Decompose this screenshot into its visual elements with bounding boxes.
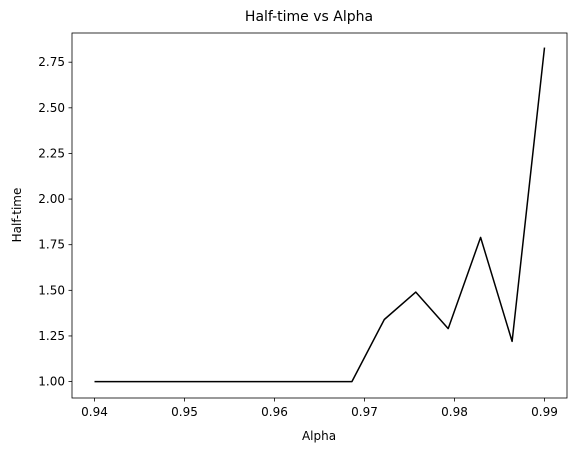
y-axis-label: Half-time [10,188,24,243]
y-tick-label: 1.75 [38,238,65,252]
y-axis-ticks: 1.00 1.25 1.50 1.75 2.00 2.25 2.50 2.75 [38,55,72,389]
y-tick-label: 2.75 [38,55,65,69]
x-tick-label: 0.97 [351,405,378,419]
y-tick-label: 2.25 [38,146,65,160]
plot-area [72,33,567,398]
x-tick-label: 0.99 [531,405,558,419]
x-tick-label: 0.95 [171,405,198,419]
chart-title: Half-time vs Alpha [245,9,373,25]
y-tick-label: 2.50 [38,101,65,115]
x-tick-label: 0.94 [81,405,108,419]
x-axis-label: Alpha [302,429,336,443]
y-tick-label: 1.50 [38,283,65,297]
y-tick-label: 1.00 [38,375,65,389]
plot-frame [71,32,568,399]
x-tick-label: 0.96 [261,405,288,419]
x-tick-label: 0.98 [441,405,468,419]
y-tick-label: 1.25 [38,329,65,343]
series-line [94,47,546,383]
x-axis-ticks: 0.94 0.95 0.96 0.97 0.98 0.99 [81,398,558,419]
y-tick-label: 2.00 [38,192,65,206]
